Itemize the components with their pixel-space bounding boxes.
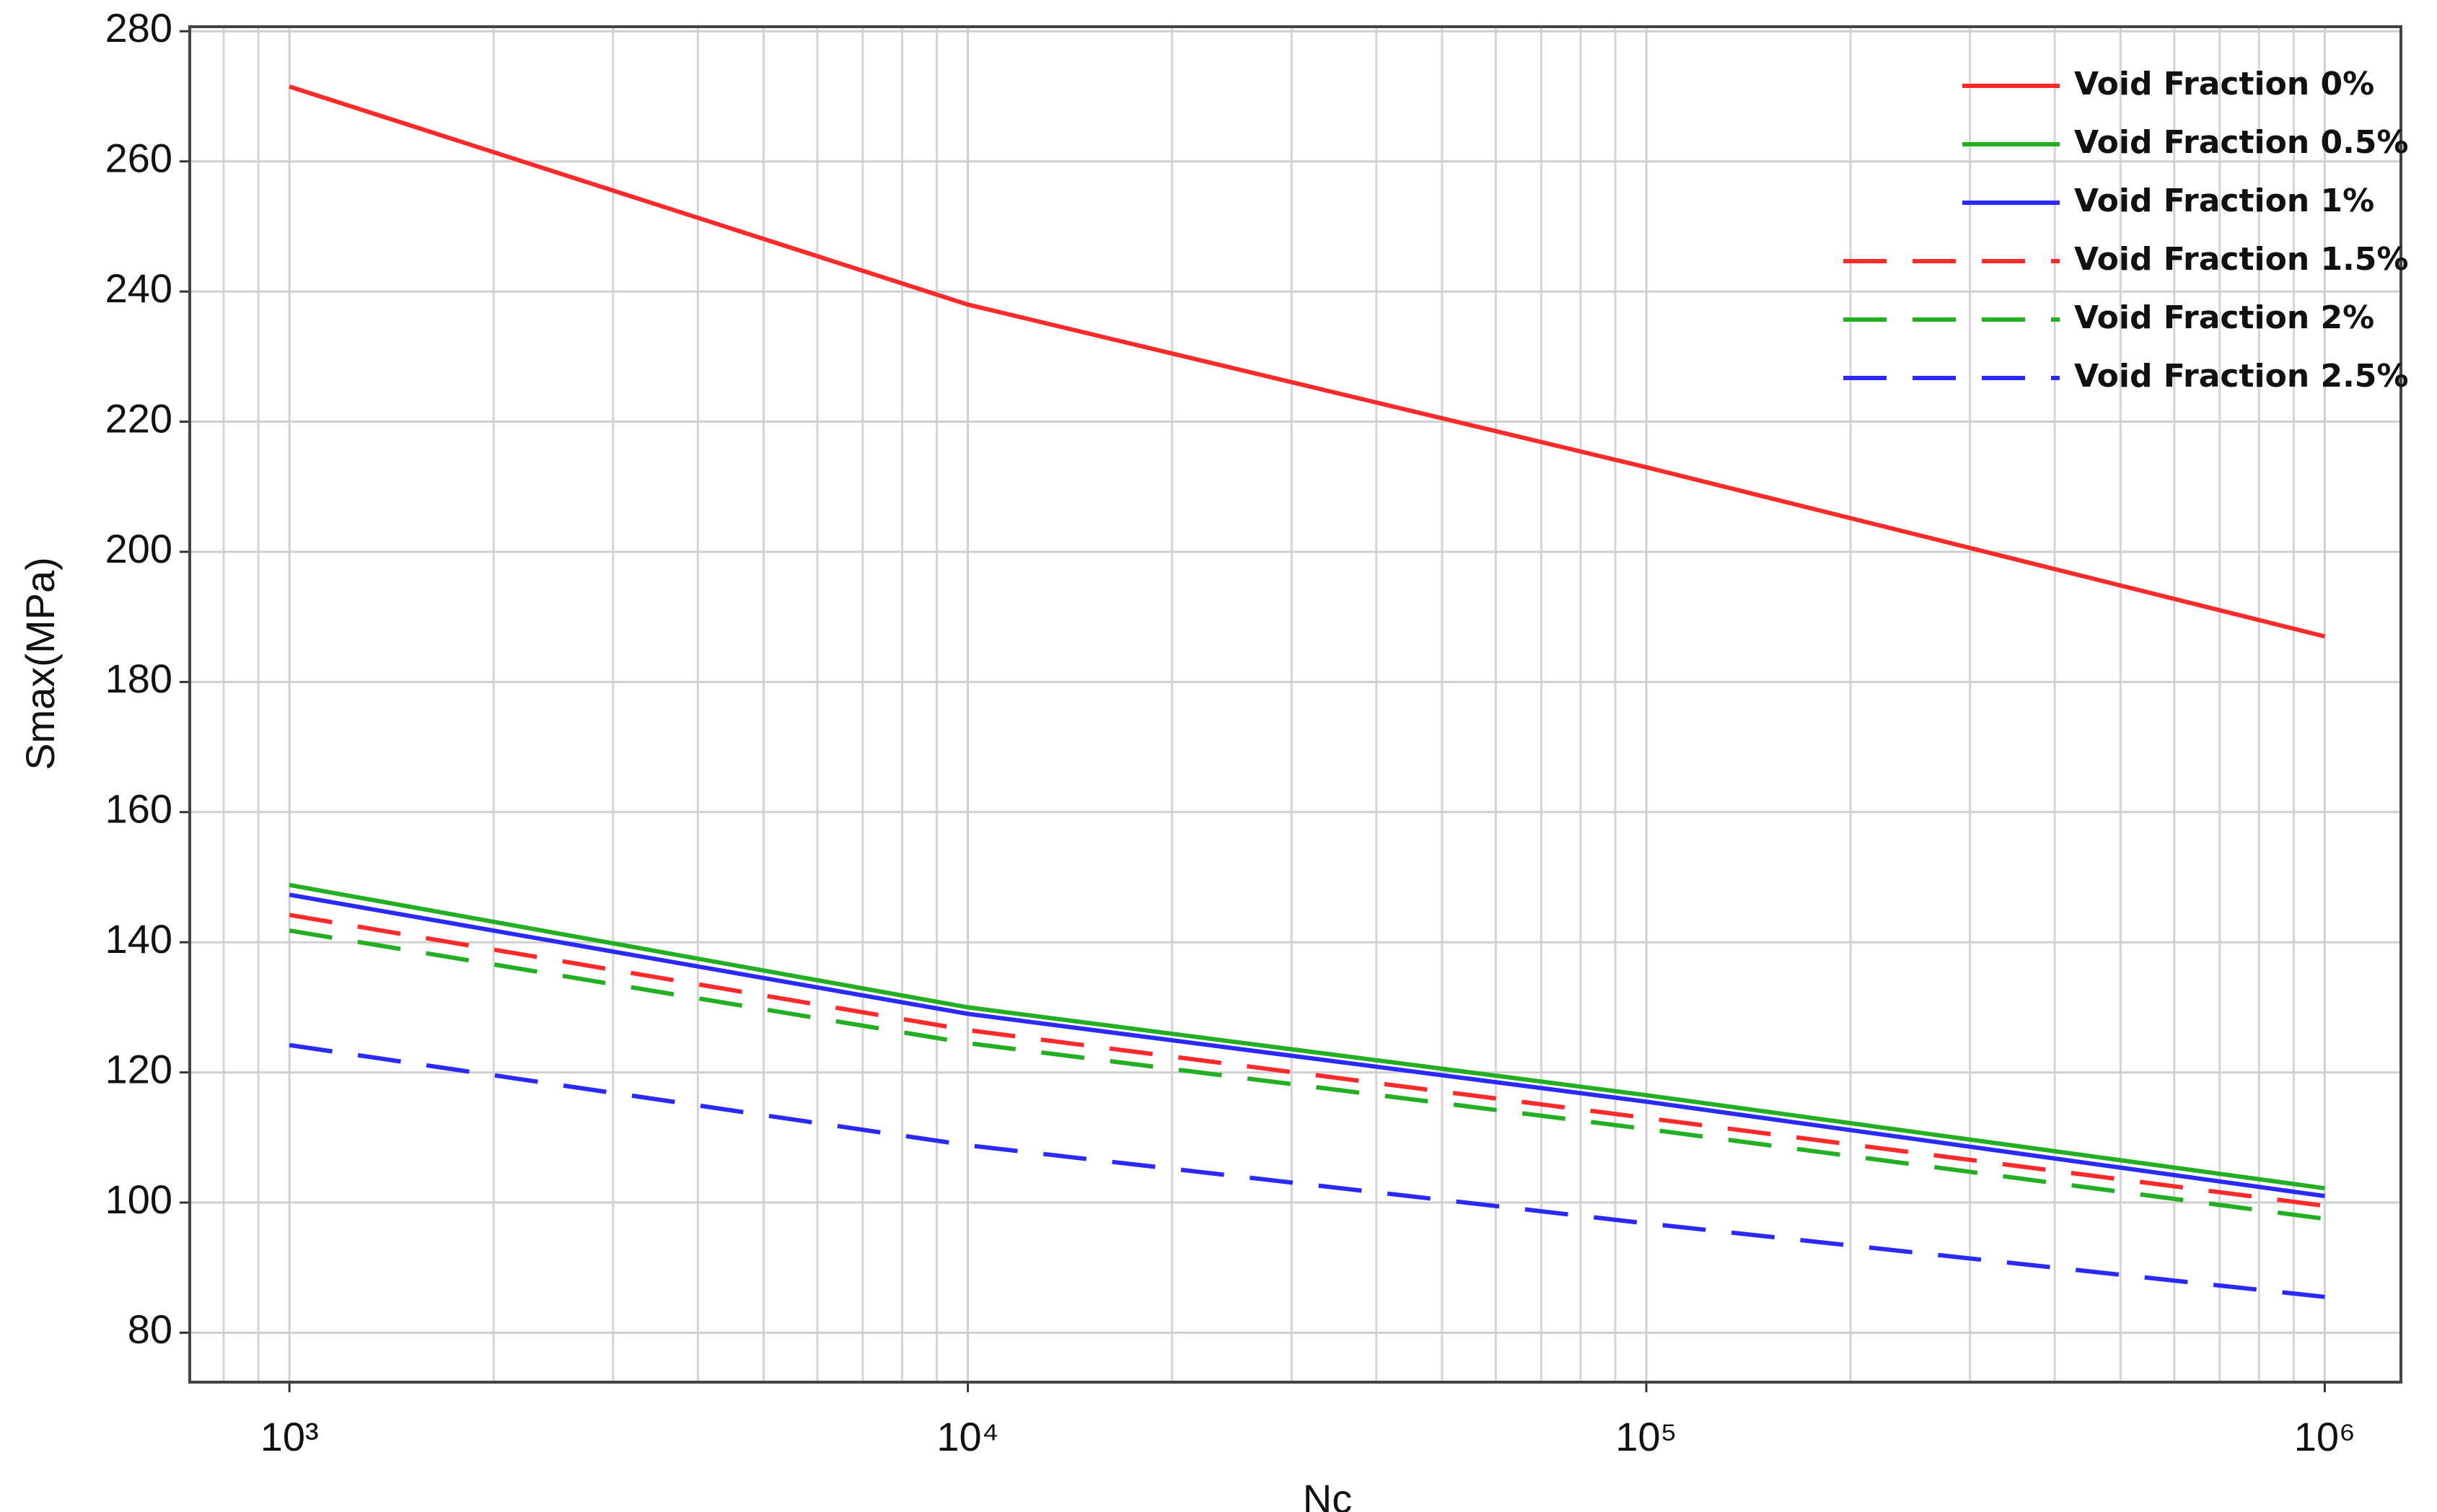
y-tick-label: 200 — [105, 526, 172, 571]
legend-label: Void Fraction 1.5% — [2074, 241, 2409, 278]
x-tick-label: 10⁶ — [2294, 1414, 2355, 1459]
plot-frame — [188, 25, 2402, 1384]
y-tick-label: 160 — [105, 786, 172, 832]
y-tick-label: 180 — [105, 656, 172, 701]
y-tick-label: 120 — [105, 1046, 172, 1091]
legend-label: Void Fraction 1% — [2074, 183, 2374, 219]
y-tick-label: 140 — [105, 916, 172, 962]
y-axis-label: Smax(MPa) — [17, 557, 63, 770]
legend-label: Void Fraction 0.5% — [2074, 124, 2409, 161]
y-tick-label: 220 — [105, 395, 172, 441]
x-tick-label: 10⁵ — [1615, 1414, 1677, 1459]
x-tick-label: 10⁴ — [936, 1414, 998, 1459]
series-line — [289, 1042, 2325, 1299]
x-axis-label: Nc — [1303, 1476, 1352, 1512]
y-tick-label: 100 — [105, 1177, 172, 1222]
legend-label: Void Fraction 2% — [2074, 299, 2374, 336]
y-tick-label: 280 — [105, 5, 172, 50]
y-tick-label: 240 — [105, 265, 172, 311]
y-tick-label: 80 — [128, 1306, 172, 1352]
series-line — [289, 928, 2325, 1221]
series-line — [289, 892, 2325, 1198]
series-line — [289, 882, 2325, 1191]
x-tick-label: 10³ — [260, 1414, 319, 1459]
y-tick-label: 260 — [105, 136, 172, 181]
series-line — [289, 84, 2326, 639]
legend-label: Void Fraction 0% — [2074, 66, 2374, 102]
series-line — [289, 913, 2325, 1208]
legend-label: Void Fraction 2.5% — [2074, 358, 2409, 395]
